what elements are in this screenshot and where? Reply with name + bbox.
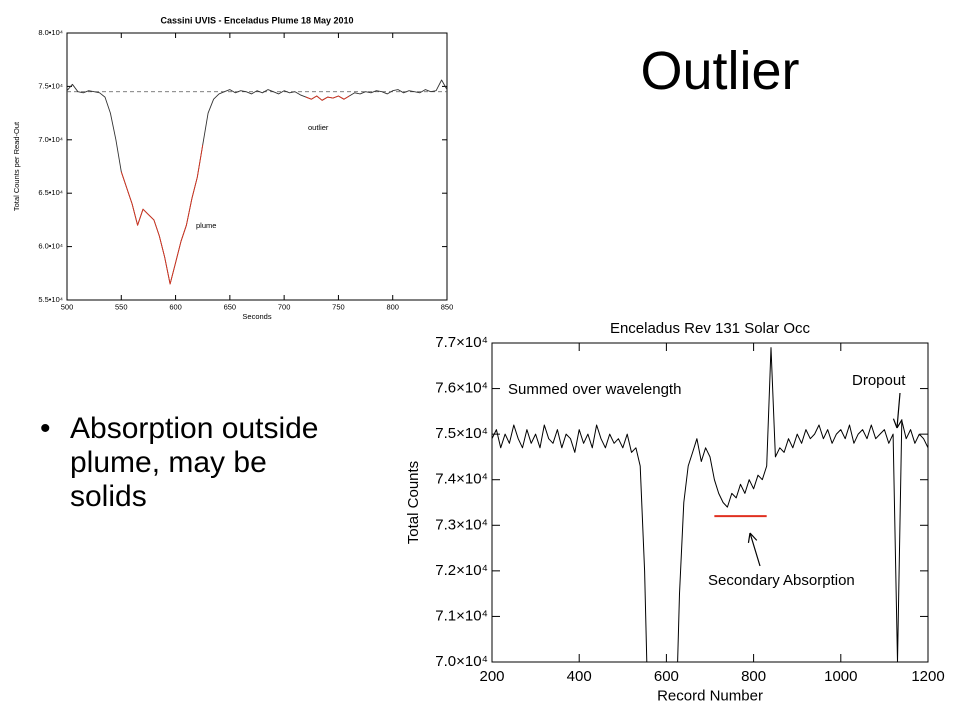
arrow-head xyxy=(747,532,751,543)
plot-frame xyxy=(66,32,448,301)
annotation: Dropout xyxy=(852,372,906,389)
y-tick-label: 7.1×10⁴ xyxy=(435,607,488,624)
x-tick-label: 500 xyxy=(61,302,74,311)
x-tick-label: 800 xyxy=(741,668,766,685)
y-tick-label: 7.5×10⁴ xyxy=(435,425,488,442)
plot-frame xyxy=(491,342,929,663)
arrow-head xyxy=(892,418,898,429)
data-line xyxy=(67,79,447,285)
data-line xyxy=(492,347,928,662)
y-tick-label: 7.5•10⁴ xyxy=(38,81,63,90)
x-tick-label: 600 xyxy=(654,668,679,685)
y-tick-label: 7.4×10⁴ xyxy=(435,471,488,488)
y-tick-label: 6.0•10⁴ xyxy=(38,242,63,251)
x-tick-label: 400 xyxy=(567,668,592,685)
plot-area xyxy=(492,347,928,662)
annotation: plume xyxy=(196,221,216,230)
x-axis-label: Record Number xyxy=(657,687,763,704)
y-tick-label: 7.3×10⁴ xyxy=(435,516,488,533)
y-tick-label: 6.5•10⁴ xyxy=(38,188,63,197)
x-tick-label: 600 xyxy=(169,302,182,311)
x-tick-label: 850 xyxy=(441,302,454,311)
x-tick-label: 800 xyxy=(386,302,399,311)
y-tick-label: 7.0•10⁴ xyxy=(38,135,63,144)
annotation: Summed over wavelength xyxy=(508,381,681,398)
y-tick-label: 8.0•10⁴ xyxy=(38,28,63,37)
x-tick-label: 1000 xyxy=(824,668,857,685)
x-tick-label: 700 xyxy=(278,302,291,311)
slide-title: Outlier xyxy=(640,41,800,101)
chart-title: Cassini UVIS - Enceladus Plume 18 May 20… xyxy=(160,15,353,25)
arrow-head xyxy=(896,419,903,429)
x-tick-label: 550 xyxy=(115,302,128,311)
x-axis-label: Seconds xyxy=(242,312,271,321)
y-axis-label: Total Counts per Read-Out xyxy=(12,121,21,211)
y-axis-label: Total Counts xyxy=(405,461,422,544)
data-line xyxy=(120,95,350,285)
arrow-head xyxy=(749,532,758,541)
x-tick-label: 750 xyxy=(332,302,345,311)
y-tick-label: 7.2×10⁴ xyxy=(435,562,488,579)
plot-area xyxy=(67,79,447,285)
arrow xyxy=(749,532,761,567)
y-tick-label: 7.6×10⁴ xyxy=(435,380,488,397)
x-tick-label: 1200 xyxy=(911,668,944,685)
x-tick-label: 200 xyxy=(479,668,504,685)
y-tick-label: 7.0×10⁴ xyxy=(435,653,488,670)
y-tick-label: 7.7×10⁴ xyxy=(435,334,488,351)
bullet-text: Absorption outside plume, may be solids xyxy=(70,412,319,513)
x-tick-label: 650 xyxy=(224,302,237,311)
arrow xyxy=(896,392,901,429)
annotation: Secondary Absorption xyxy=(708,572,855,589)
bullet: • Absorption outside plume, may be solids xyxy=(40,412,319,513)
chart-title: Enceladus Rev 131 Solar Occ xyxy=(610,320,811,337)
annotation: outlier xyxy=(308,123,329,132)
y-tick-label: 5.5•10⁴ xyxy=(38,295,63,304)
